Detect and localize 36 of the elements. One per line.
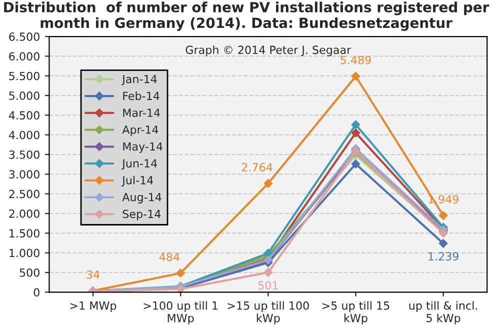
- legend-label: Aug-14: [122, 193, 162, 204]
- data-label: 484: [159, 252, 180, 262]
- y-tick-label: 2.500: [9, 190, 40, 198]
- legend-label: Sep-14: [122, 210, 161, 220]
- y-tick-label: 500: [20, 268, 40, 277]
- data-label: 5.489: [340, 56, 371, 64]
- legend-label: Apr-14: [122, 126, 158, 136]
- chart-title: Distribution of number of new PV installations registered per month in Germany (2014). Data: Bundesnetzagentur: [4, 2, 490, 31]
- x-tick-label: >1 MWp: [70, 302, 116, 312]
- y-tick-label: 6.000: [9, 52, 40, 61]
- y-tick-label: 5.000: [9, 91, 40, 100]
- legend-label: Jun-14: [122, 159, 158, 170]
- legend-label: Jul-14: [122, 176, 154, 186]
- data-label: 501: [258, 281, 278, 290]
- y-tick-label: 2.000: [9, 209, 40, 218]
- y-tick-label: 4.000: [8, 130, 40, 140]
- y-tick-label: 3.500: [9, 150, 40, 159]
- legend-label: Jan-14: [122, 74, 157, 86]
- legend-label: Mar-14: [123, 108, 160, 117]
- y-tick-label: 3.000: [9, 170, 40, 179]
- y-tick-label: 5.500: [9, 72, 40, 80]
- y-tick-label: 6.500: [9, 32, 40, 41]
- x-tick-label: >5 up till 15 kWp: [322, 301, 390, 324]
- data-label: 1.239: [428, 252, 458, 261]
- x-tick-label: >15 up till 100 kWp: [228, 301, 309, 324]
- legend-label: May-14: [123, 142, 162, 153]
- y-tick-label: 1.500: [10, 229, 40, 238]
- x-tick-label: up till & incl. 5 kWp: [409, 301, 478, 324]
- y-tick-label: 0: [34, 288, 40, 297]
- y-tick-label: 1.000: [10, 248, 40, 258]
- annotation: Graph © 2014 Peter J. Segaar: [186, 45, 352, 56]
- y-tick-label: 4.500: [8, 111, 40, 120]
- data-label: 34: [86, 270, 100, 279]
- data-label: 2.764: [242, 162, 272, 172]
- legend-label: Feb-14: [123, 92, 160, 100]
- x-tick-label: >100 up till 1 MWp: [144, 301, 218, 324]
